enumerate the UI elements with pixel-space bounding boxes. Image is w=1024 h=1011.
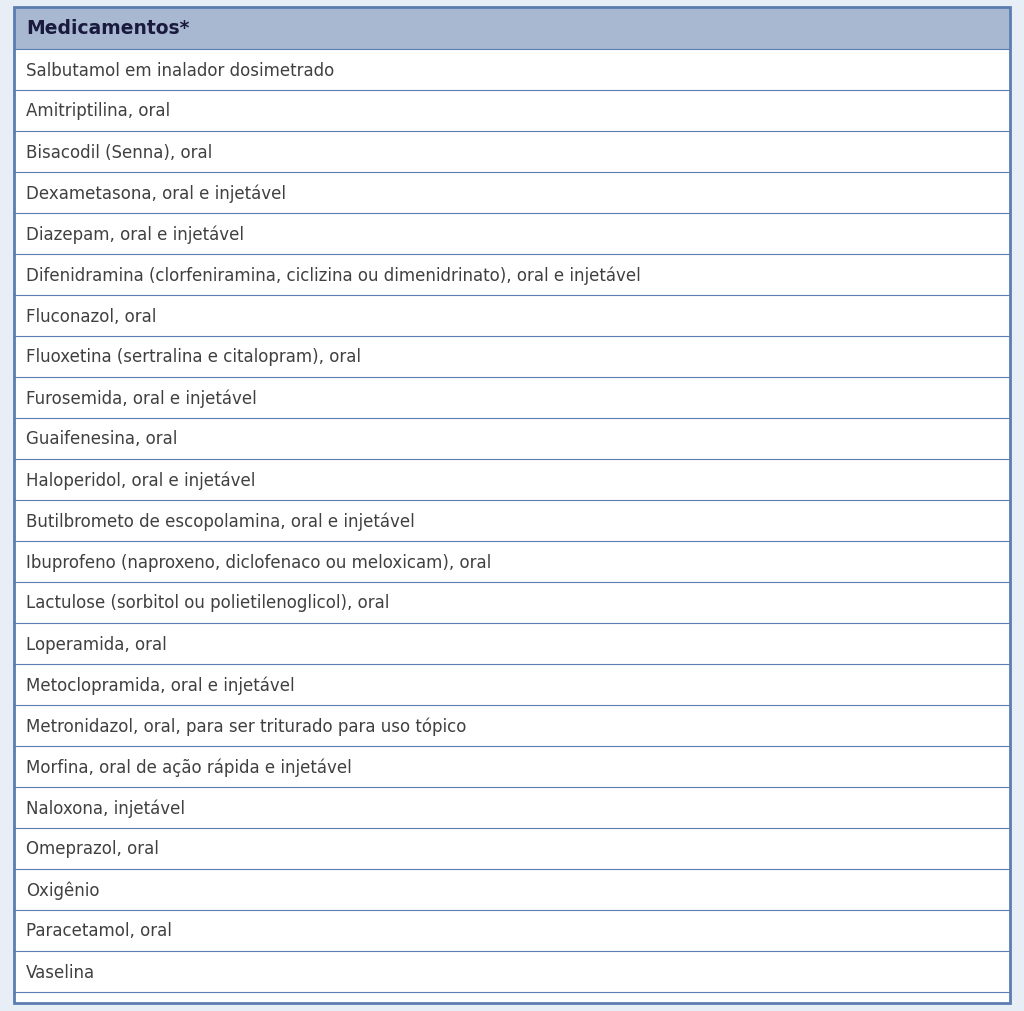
Text: Oxigênio: Oxigênio	[26, 881, 99, 899]
Text: Loperamida, oral: Loperamida, oral	[26, 635, 167, 653]
Text: Naloxona, injetável: Naloxona, injetável	[26, 799, 185, 817]
Text: Ibuprofeno (naproxeno, diclofenaco ou meloxicam), oral: Ibuprofeno (naproxeno, diclofenaco ou me…	[26, 553, 492, 571]
Text: Guaifenesina, oral: Guaifenesina, oral	[26, 430, 177, 448]
Text: Dexametasona, oral e injetável: Dexametasona, oral e injetável	[26, 184, 286, 202]
Text: Omeprazol, oral: Omeprazol, oral	[26, 840, 159, 857]
Text: Paracetamol, oral: Paracetamol, oral	[26, 922, 172, 939]
Text: Salbutamol em inalador dosimetrado: Salbutamol em inalador dosimetrado	[26, 62, 334, 80]
Text: Furosemida, oral e injetável: Furosemida, oral e injetável	[26, 389, 257, 407]
Text: Vaselina: Vaselina	[26, 962, 95, 981]
Text: Difenidramina (clorfeniramina, ciclizina ou dimenidrinato), oral e injetável: Difenidramina (clorfeniramina, ciclizina…	[26, 266, 641, 284]
Text: Haloperidol, oral e injetável: Haloperidol, oral e injetável	[26, 471, 255, 489]
Text: Fluconazol, oral: Fluconazol, oral	[26, 307, 157, 326]
Text: Diazepam, oral e injetável: Diazepam, oral e injetável	[26, 225, 244, 244]
Text: Medicamentos*: Medicamentos*	[26, 19, 189, 38]
Text: Lactulose (sorbitol ou polietilenoglicol), oral: Lactulose (sorbitol ou polietilenoglicol…	[26, 593, 389, 612]
Text: Bisacodil (Senna), oral: Bisacodil (Senna), oral	[26, 144, 212, 162]
Text: Morfina, oral de ação rápida e injetável: Morfina, oral de ação rápida e injetável	[26, 757, 352, 776]
Text: Amitriptilina, oral: Amitriptilina, oral	[26, 102, 170, 120]
Bar	[14, 8, 1010, 50]
Text: Butilbrometo de escopolamina, oral e injetável: Butilbrometo de escopolamina, oral e inj…	[26, 512, 415, 530]
Text: Fluoxetina (sertralina e citalopram), oral: Fluoxetina (sertralina e citalopram), or…	[26, 348, 361, 366]
Text: Metronidazol, oral, para ser triturado para uso tópico: Metronidazol, oral, para ser triturado p…	[26, 717, 466, 735]
Text: Metoclopramida, oral e injetável: Metoclopramida, oral e injetável	[26, 675, 295, 695]
